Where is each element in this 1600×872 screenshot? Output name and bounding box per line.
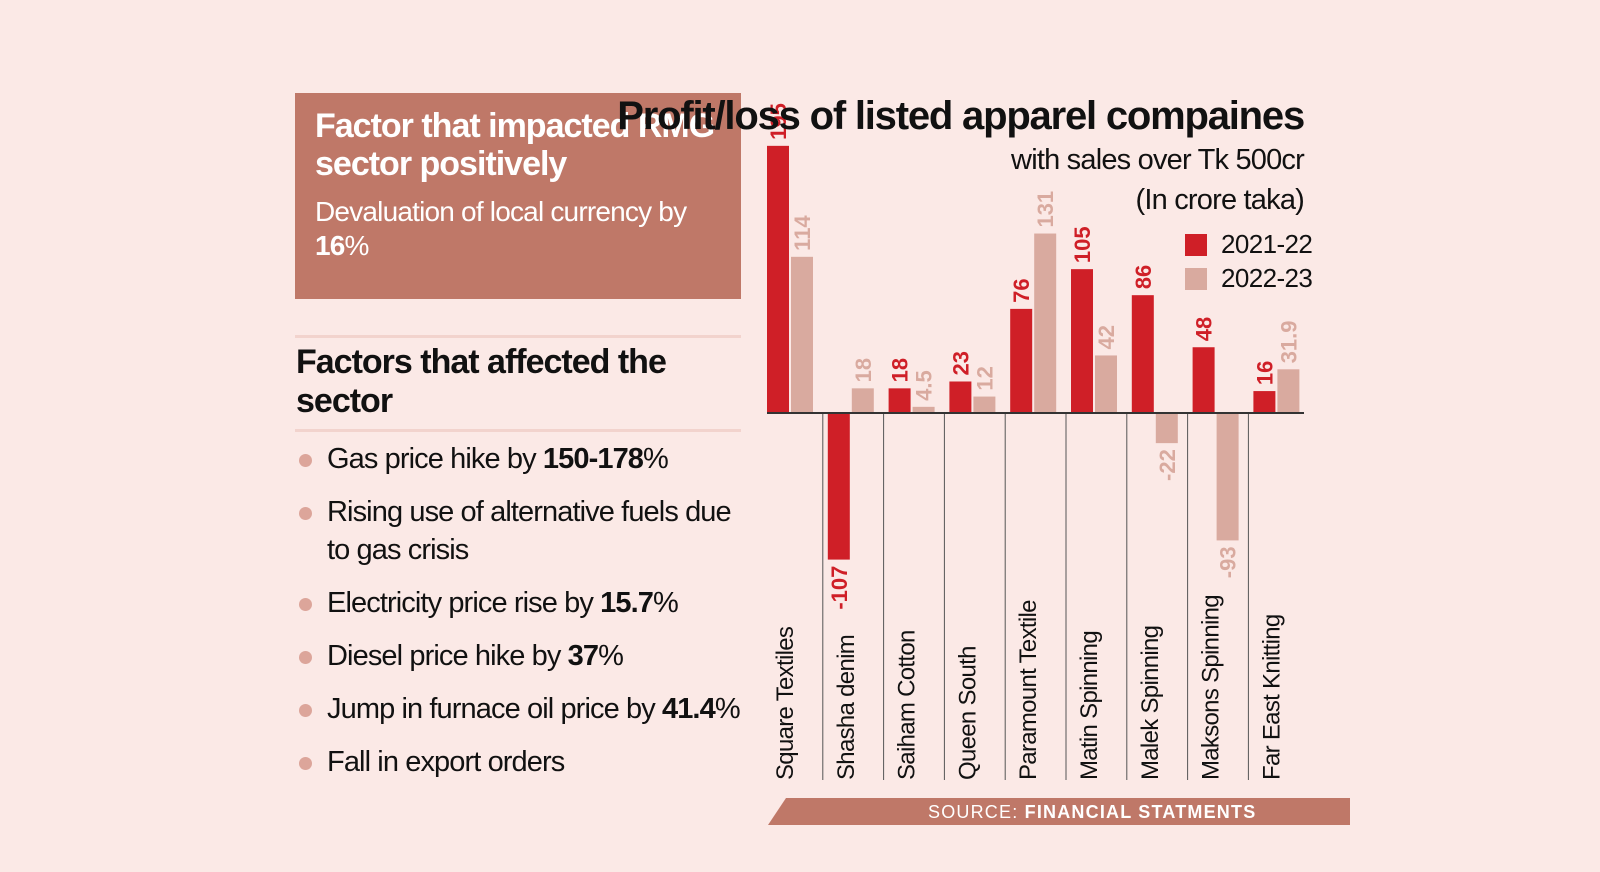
source-name: FINANCIAL STATMENTS: [1024, 802, 1257, 822]
negative-factors-title: Factors that affected the sector: [296, 343, 667, 420]
data-label: 114: [790, 215, 815, 251]
data-label: 31.9: [1276, 320, 1301, 363]
list-item-text: Gas price hike by: [327, 443, 543, 475]
negative-factors-list: Gas price hike by 150-178% Rising use of…: [296, 440, 756, 796]
divider-bottom: [295, 429, 741, 432]
list-item-text: Fall in export orders: [327, 746, 565, 778]
positive-factor-panel: Factor that impacted RMG sector positive…: [295, 93, 741, 299]
list-item-text: Jump in furnace oil price by: [327, 693, 662, 725]
data-label: 42: [1094, 325, 1119, 349]
data-label: -22: [1155, 449, 1180, 481]
list-item-suffix: %: [714, 693, 741, 725]
positive-factor-text: Devaluation of local currency by 16%: [315, 195, 723, 263]
list-item-suffix: %: [643, 443, 669, 475]
bar-2021-22: [1192, 347, 1215, 413]
data-label: 86: [1131, 265, 1156, 289]
category-label: Square Textiles: [772, 626, 799, 780]
bar-2022-23: [912, 406, 935, 413]
list-item-text: Diesel price hike by: [327, 640, 568, 672]
data-label: 76: [1009, 278, 1034, 302]
category-label: Matin Spinning: [1076, 631, 1103, 780]
positive-factor-title: Factor that impacted RMG sector positive…: [315, 107, 715, 183]
data-label: 195: [766, 103, 791, 140]
bar-2021-22: [888, 388, 911, 413]
bar-2022-23: [973, 396, 996, 413]
bar-2022-23: [1216, 413, 1239, 541]
bullet-icon: [299, 651, 312, 664]
category-label: Queen South: [954, 646, 981, 780]
bar-2022-23: [1095, 355, 1117, 413]
list-item: Rising use of alternative fuels due to g…: [296, 493, 756, 569]
chart-subtitle: with sales over Tk 500cr: [1011, 144, 1305, 176]
bar-2021-22: [949, 381, 972, 413]
bar-2022-23: [791, 256, 813, 413]
chart-unit-label: (In crore taka): [1135, 184, 1305, 216]
list-item-suffix: %: [598, 640, 624, 672]
data-label: 105: [1070, 226, 1095, 263]
list-item: Diesel price hike by 37%: [296, 637, 756, 675]
bar-2021-22: [1253, 391, 1276, 413]
bullet-icon: [299, 598, 312, 611]
list-item: Fall in export orders: [296, 743, 756, 781]
source-prefix: SOURCE:: [928, 802, 1025, 822]
bar-2022-23: [1034, 233, 1057, 413]
list-item: Gas price hike by 150-178%: [296, 440, 756, 478]
bullet-icon: [299, 704, 312, 717]
list-item-value: 15.7: [600, 587, 654, 619]
list-item: Jump in furnace oil price by 41.4%: [296, 690, 756, 728]
category-label: Saiham Cotton: [894, 630, 921, 780]
chart-title-line: Profit/loss of listed apparel compaines: [617, 94, 1305, 138]
data-label: -107: [827, 566, 852, 610]
bar-2022-23: [1277, 369, 1300, 413]
bullet-icon: [299, 507, 312, 520]
category-label: Malek Spinning: [1137, 626, 1164, 780]
list-item-suffix: %: [652, 587, 679, 619]
category-label: Shasha denim: [833, 635, 860, 780]
legend-label: 2021-22: [1221, 229, 1313, 259]
data-label: 48: [1192, 317, 1217, 341]
data-label: -93: [1216, 546, 1241, 578]
legend-label: 2022-23: [1221, 263, 1313, 293]
list-item-value: 41.4: [661, 693, 716, 725]
category-label: Far East Knitting: [1258, 614, 1285, 780]
legend-swatch: [1185, 234, 1207, 256]
data-label: 131: [1033, 191, 1058, 228]
bar-2021-22: [827, 413, 850, 560]
list-item-text: Electricity price rise by: [327, 587, 601, 619]
list-item-value: 150-178: [542, 443, 644, 475]
data-label: 4.5: [912, 370, 937, 401]
list-item: Electricity price rise by 15.7%: [296, 584, 756, 622]
data-label: 18: [851, 358, 876, 382]
positive-factor-value: 16: [315, 230, 345, 261]
data-label: 18: [888, 358, 913, 382]
bar-2022-23: [851, 388, 874, 413]
category-label: Paramount Textile: [1015, 600, 1042, 780]
bar-2022-23: [1155, 413, 1178, 444]
data-label: 16: [1252, 361, 1277, 385]
bullet-icon: [299, 454, 312, 467]
bullet-icon: [299, 757, 312, 770]
category-label: Maksons Spinning: [1198, 595, 1225, 780]
source-note: SOURCE: FINANCIAL STATMENTS: [928, 800, 1256, 824]
list-item-value: 37: [567, 640, 599, 672]
positive-factor-text-prefix: Devaluation of local currency by: [315, 196, 687, 227]
bar-2021-22: [1131, 295, 1154, 413]
legend-swatch: [1185, 268, 1207, 290]
data-label: 23: [948, 351, 973, 375]
positive-factor-text-suffix: %: [344, 230, 370, 261]
bar-2021-22: [767, 145, 789, 413]
divider-top: [295, 335, 741, 338]
bar-2021-22: [1071, 269, 1093, 413]
source-banner: [768, 798, 1350, 825]
data-label: 12: [972, 366, 997, 390]
chart-title: Profit/loss of listed apparel compaines: [617, 92, 1305, 140]
bar-2021-22: [1010, 308, 1033, 413]
list-item-text: Rising use of alternative fuels due to g…: [327, 496, 732, 566]
